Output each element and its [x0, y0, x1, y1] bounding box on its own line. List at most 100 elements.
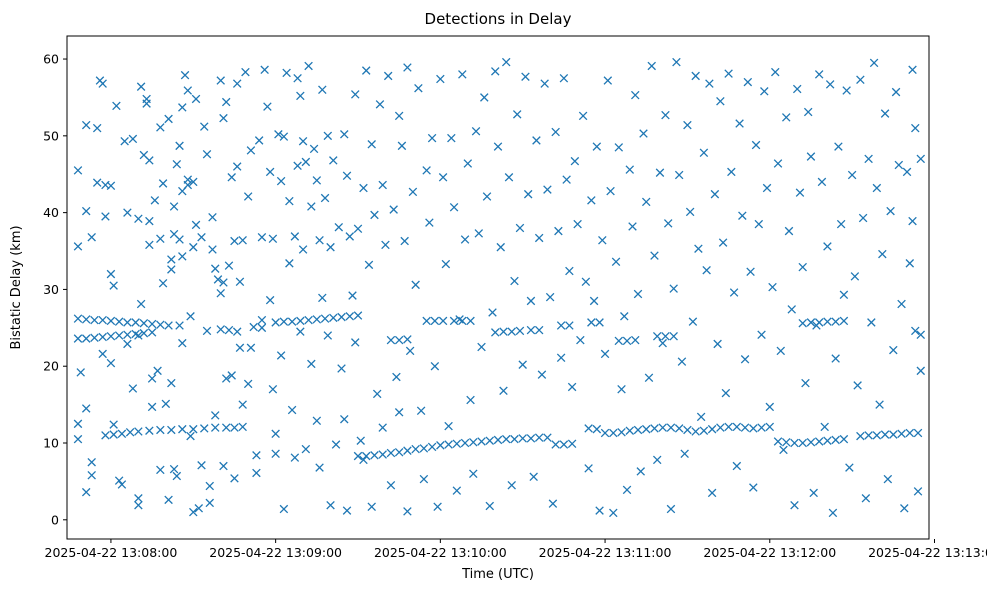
- data-point: [694, 244, 703, 253]
- data-point: [449, 316, 459, 326]
- data-point: [757, 330, 766, 339]
- data-point: [705, 79, 714, 88]
- data-point: [905, 259, 915, 268]
- data-point: [559, 73, 569, 83]
- data-point: [644, 373, 654, 382]
- data-point: [309, 144, 319, 154]
- data-point: [73, 314, 83, 323]
- data-point: [905, 428, 915, 438]
- data-point: [117, 480, 127, 489]
- data-point: [889, 430, 898, 439]
- data-point: [114, 476, 124, 485]
- data-point: [455, 315, 464, 324]
- data-point: [279, 132, 289, 141]
- y-tick-label: 40: [43, 205, 59, 220]
- data-point: [287, 317, 297, 326]
- data-point: [916, 154, 926, 164]
- data-point: [691, 71, 700, 81]
- chart-title: Detections in Delay: [425, 10, 572, 28]
- data-point: [749, 483, 758, 492]
- data-point: [260, 65, 269, 75]
- data-point: [595, 506, 604, 515]
- data-point: [232, 162, 242, 171]
- data-point: [710, 189, 720, 199]
- data-point: [400, 236, 409, 246]
- data-point: [87, 457, 96, 467]
- data-point: [81, 487, 91, 497]
- data-point: [73, 434, 83, 444]
- data-point: [809, 488, 818, 498]
- data-point: [466, 395, 475, 405]
- data-point: [721, 388, 731, 398]
- data-point: [186, 312, 195, 321]
- data-point: [839, 316, 849, 326]
- data-point: [323, 131, 333, 141]
- data-point: [853, 381, 862, 390]
- data-point: [834, 142, 843, 151]
- data-point: [510, 434, 519, 444]
- data-point: [781, 437, 791, 447]
- data-point: [617, 384, 626, 394]
- data-point: [463, 159, 473, 168]
- data-point: [620, 312, 629, 321]
- data-point: [735, 119, 744, 128]
- data-point: [370, 210, 379, 220]
- data-point: [189, 507, 198, 517]
- data-point: [285, 259, 294, 268]
- data-point: [345, 312, 355, 321]
- data-point: [911, 123, 920, 133]
- data-point: [276, 176, 286, 186]
- data-point: [458, 70, 467, 79]
- data-point: [114, 331, 124, 340]
- x-tick-label: 2025-04-22 13:10:00: [374, 545, 507, 560]
- data-point: [897, 299, 906, 309]
- data-point: [167, 265, 176, 274]
- data-point: [329, 156, 338, 165]
- data-point: [480, 93, 489, 102]
- data-point: [913, 428, 923, 438]
- data-point: [394, 408, 404, 417]
- data-point: [603, 76, 613, 85]
- data-point: [257, 232, 267, 242]
- data-point: [581, 277, 591, 287]
- data-point: [287, 405, 297, 415]
- data-point: [743, 77, 753, 87]
- data-point: [81, 206, 91, 216]
- data-point: [320, 193, 330, 203]
- data-point: [254, 136, 264, 145]
- data-point: [438, 316, 448, 326]
- data-point: [666, 504, 676, 514]
- data-point: [279, 317, 289, 326]
- data-point: [625, 426, 635, 435]
- data-point: [677, 357, 687, 366]
- data-point: [265, 295, 275, 305]
- data-point: [683, 120, 692, 130]
- data-point: [916, 366, 926, 376]
- data-point: [268, 384, 278, 394]
- data-point: [221, 423, 231, 432]
- data-point: [856, 431, 865, 441]
- data-point: [699, 148, 709, 157]
- data-point: [120, 136, 129, 146]
- data-point: [820, 422, 829, 432]
- data-point: [386, 335, 396, 345]
- x-tick-label: 2025-04-22 13:13:00: [868, 545, 987, 560]
- data-point: [271, 429, 280, 439]
- data-point: [534, 233, 544, 243]
- data-point: [405, 346, 415, 356]
- data-point: [128, 134, 138, 144]
- data-point: [128, 384, 138, 393]
- data-point: [246, 146, 256, 155]
- data-point: [587, 318, 596, 327]
- data-point: [378, 423, 387, 432]
- data-point: [787, 305, 796, 314]
- data-point: [340, 414, 349, 424]
- data-point: [781, 113, 791, 122]
- data-point: [556, 321, 566, 330]
- data-point: [312, 315, 322, 324]
- data-point: [342, 171, 352, 181]
- data-point: [512, 110, 522, 119]
- data-point: [194, 504, 204, 513]
- data-point: [740, 423, 750, 432]
- data-point: [318, 293, 327, 303]
